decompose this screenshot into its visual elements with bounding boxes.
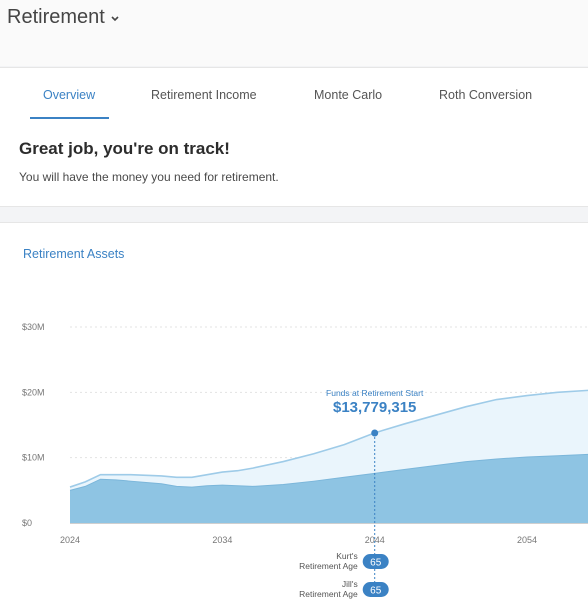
tab-retirement-income[interactable]: Retirement Income — [151, 88, 257, 102]
retirement-age-name: Kurt's — [336, 551, 357, 561]
total-assets-line — [69, 389, 588, 488]
x-tick-label: 2034 — [212, 535, 232, 545]
invested-assets-area — [70, 454, 588, 523]
page-title-dropdown[interactable]: Retirement — [7, 6, 121, 29]
retirement-assets-chart: $0 $10M $20M $30M 2024 2034 2044 2054 Funds at R… — [22, 322, 588, 599]
retirement-age-label: Retirement Age — [299, 589, 358, 599]
x-tick-label: 2054 — [517, 535, 537, 545]
tab-overview[interactable]: Overview — [43, 88, 96, 102]
retirement-age-value: 65 — [370, 558, 382, 569]
retirement-start-point — [371, 429, 379, 437]
chevron-down-icon — [111, 15, 119, 21]
retirement-assets-card: Retirement Assets $0 $10M $20M $30M 2024 2034… — [0, 222, 588, 613]
retirement-age-pill — [362, 554, 389, 569]
retirement-age-name: Jill's — [342, 579, 358, 589]
retirement-age-label: Retirement Age — [299, 561, 358, 571]
y-tick-label: $10M — [22, 453, 45, 463]
invested-assets-line — [69, 453, 588, 491]
y-tick-label: $20M — [22, 387, 45, 397]
page-title: Retirement — [7, 6, 105, 28]
x-tick-label: 2044 — [365, 535, 385, 545]
active-tab-indicator — [30, 117, 109, 119]
status-subtitle: You will have the money you need for ret… — [19, 170, 279, 184]
funds-at-retirement-value: $13,779,315 — [333, 399, 416, 416]
y-tick-label: $30M — [22, 322, 45, 332]
x-tick-label: 2024 — [60, 535, 80, 545]
chart-title: Retirement Assets — [23, 247, 125, 261]
funds-at-retirement-label: Funds at Retirement Start — [326, 388, 424, 398]
tab-roth-conversion[interactable]: Roth Conversion — [439, 88, 533, 102]
tab-bar: Overview Retirement Income Monte Carlo R… — [0, 67, 588, 121]
retirement-age-pill — [362, 582, 389, 597]
y-tick-label: $0 — [22, 518, 32, 528]
status-card: Great job, you're on track! You will hav… — [0, 120, 588, 207]
status-title: Great job, you're on track! — [19, 139, 230, 158]
tab-monte-carlo[interactable]: Monte Carlo — [314, 88, 383, 102]
top-bar: Retirement — [0, 0, 588, 66]
retirement-age-value: 65 — [370, 586, 382, 597]
